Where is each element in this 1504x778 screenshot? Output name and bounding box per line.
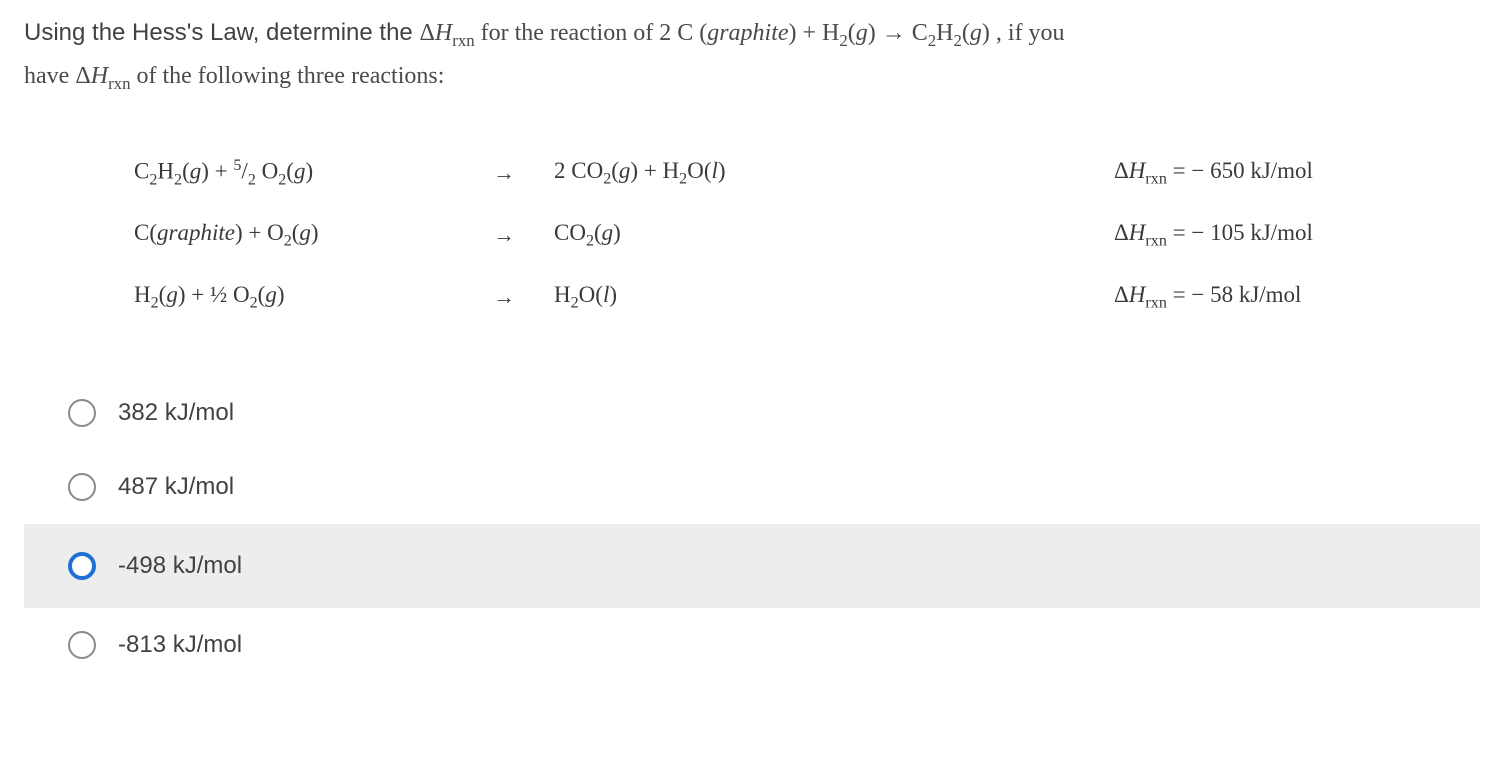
option-label: 382 kJ/mol	[118, 399, 234, 427]
option-row[interactable]: -498 kJ/mol	[24, 524, 1480, 608]
reaction-row: C2H2(g) + 5/2 O2(g) → 2 CO2(g) + H2O(l) …	[24, 142, 1480, 204]
arrow-icon: →	[454, 160, 554, 186]
reaction-left: C(graphite) + O2(g)	[24, 220, 454, 251]
radio-icon[interactable]	[68, 399, 96, 427]
page-root: Using the Hess's Law, determine the ΔHrx…	[0, 0, 1504, 778]
question-mid2: ) + H2(g) → C2H2(g) , if you	[789, 20, 1065, 46]
reaction-right: 2 CO2(g) + H2O(l)	[554, 158, 1114, 189]
delta-h-symbol-2: ΔHrxn	[75, 63, 130, 89]
reaction-right: CO2(g)	[554, 220, 1114, 251]
question-text: Using the Hess's Law, determine the ΔHrx…	[24, 12, 1480, 98]
option-row[interactable]: -813 kJ/mol	[24, 608, 1480, 682]
reaction-left: H2(g) + ½ O2(g)	[24, 282, 454, 313]
reaction-dh: ΔHrxn = − 650 kJ/mol	[1114, 158, 1480, 189]
option-row[interactable]: 382 kJ/mol	[24, 376, 1480, 450]
radio-icon[interactable]	[68, 473, 96, 501]
reaction-dh: ΔHrxn = − 105 kJ/mol	[1114, 220, 1480, 251]
option-row[interactable]: 487 kJ/mol	[24, 450, 1480, 524]
reaction-dh: ΔHrxn = − 58 kJ/mol	[1114, 282, 1480, 313]
option-label: 487 kJ/mol	[118, 473, 234, 501]
arrow-icon: →	[454, 284, 554, 310]
radio-icon[interactable]	[68, 552, 96, 580]
reaction-row: C(graphite) + O2(g) → CO2(g) ΔHrxn = − 1…	[24, 204, 1480, 266]
question-line2-pre: have	[24, 63, 75, 89]
graphite-word: graphite	[707, 20, 788, 46]
reactions-block: C2H2(g) + 5/2 O2(g) → 2 CO2(g) + H2O(l) …	[24, 142, 1480, 328]
radio-icon[interactable]	[68, 631, 96, 659]
question-mid1: for the reaction of 2 C (	[475, 20, 708, 46]
question-line2-post: of the following three reactions:	[130, 63, 444, 89]
reaction-row: H2(g) + ½ O2(g) → H2O(l) ΔHrxn = − 58 kJ…	[24, 266, 1480, 328]
options-list: 382 kJ/mol 487 kJ/mol -498 kJ/mol -813 kJ/m…	[24, 376, 1480, 682]
reaction-left: C2H2(g) + 5/2 O2(g)	[24, 157, 454, 189]
question-prefix: Using the Hess's Law, determine the	[24, 19, 419, 46]
option-label: -813 kJ/mol	[118, 631, 242, 659]
delta-h-symbol: ΔHrxn	[419, 20, 474, 46]
reaction-right: H2O(l)	[554, 282, 1114, 313]
option-label: -498 kJ/mol	[118, 552, 242, 580]
arrow-icon: →	[454, 222, 554, 248]
